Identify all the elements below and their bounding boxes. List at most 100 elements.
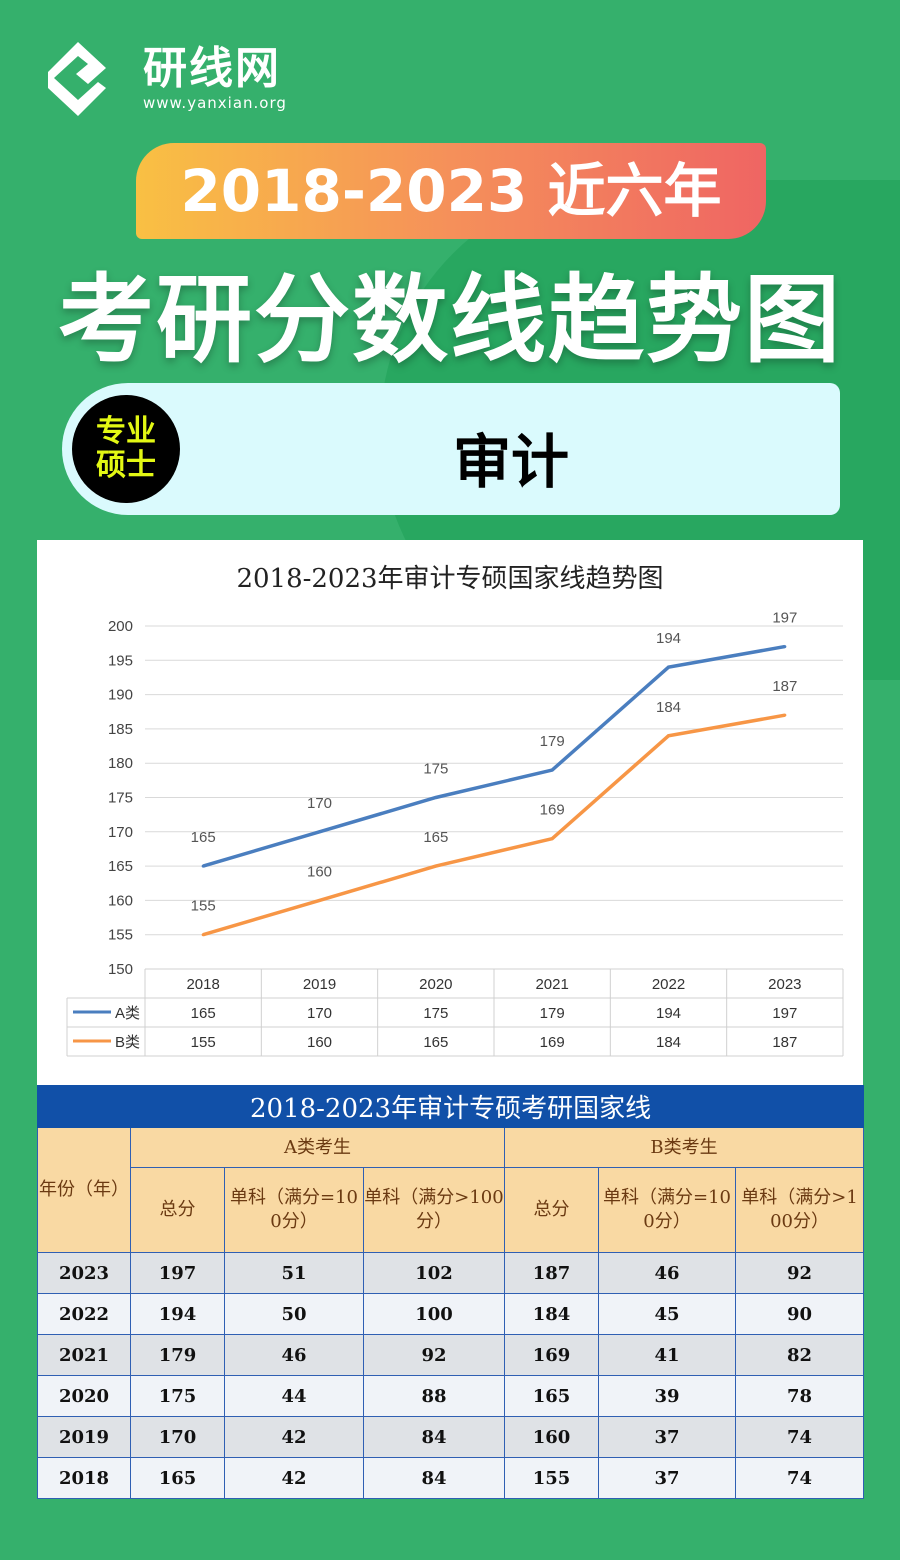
subject-card: 专业 硕士 审计 (62, 383, 840, 515)
score-cell: 78 (734, 1375, 865, 1417)
series-line-b (202, 713, 786, 937)
score-cell: 102 (363, 1252, 505, 1294)
score-cell: 184 (504, 1293, 599, 1335)
y-tick-label: 160 (108, 892, 133, 909)
score-cell: 41 (598, 1334, 736, 1376)
score-cell: 37 (598, 1416, 736, 1458)
data-label: 184 (656, 699, 681, 716)
badge-line-2: 硕士 (96, 448, 156, 483)
brand-url: www.yanxian.org (143, 94, 287, 112)
score-cell: 92 (363, 1334, 505, 1376)
table-row: 2021 179 46 92 169 41 82 (37, 1334, 865, 1376)
score-cell: 42 (224, 1416, 364, 1458)
subject-name: 审计 (452, 428, 569, 496)
y-tick-label: 190 (108, 687, 133, 704)
data-point (434, 796, 438, 799)
x-tick-label: 2023 (768, 976, 801, 993)
x-tick-label: 2021 (535, 976, 568, 993)
score-cell: 82 (734, 1334, 865, 1376)
score-cell: 169 (504, 1334, 599, 1376)
data-label: 194 (656, 630, 681, 647)
sub-header: 单科（满分>100分） (363, 1167, 505, 1253)
data-point (783, 645, 787, 649)
data-table-value: 165 (191, 1005, 216, 1022)
score-cell: 197 (130, 1252, 225, 1294)
y-tick-label: 200 (108, 618, 133, 635)
score-cell: 84 (363, 1457, 505, 1499)
data-table-value: 187 (772, 1034, 797, 1051)
y-tick-label: 165 (108, 858, 133, 875)
y-tick-label: 195 (108, 652, 133, 669)
y-tick-label: 180 (108, 755, 133, 772)
data-table-value: 184 (656, 1034, 681, 1051)
score-cell: 74 (734, 1416, 865, 1458)
data-table-value: 197 (772, 1005, 797, 1022)
score-cell: 45 (598, 1293, 736, 1335)
data-label: 179 (540, 733, 565, 750)
score-table: 2018-2023年审计专硕考研国家线 年份（年） A类考生 B类考生 总分 单科… (36, 1085, 865, 1499)
data-table-value: 170 (307, 1005, 332, 1022)
data-table-value: 165 (423, 1034, 448, 1051)
year-cell: 2021 (37, 1334, 131, 1376)
data-table-value: 160 (307, 1034, 332, 1051)
group-b-header: B类考生 (503, 1127, 865, 1168)
legend-label: A类 (115, 1005, 140, 1022)
y-tick-label: 150 (108, 961, 133, 978)
x-tick-label: 2022 (652, 976, 685, 993)
table-row: 2022 194 50 100 184 45 90 (37, 1293, 865, 1335)
score-cell: 187 (504, 1252, 599, 1294)
score-cell: 179 (130, 1334, 225, 1376)
score-cell: 165 (504, 1375, 599, 1417)
trend-chart: 2018-2023年审计专硕国家线趋势图 150 155 160 165 170 175 1… (37, 540, 863, 1085)
chart-title: 2018-2023年审计专硕国家线趋势图 (236, 564, 664, 594)
year-header: 年份（年） (37, 1127, 131, 1253)
data-table-value: 169 (540, 1034, 565, 1051)
data-label: 160 (307, 863, 332, 880)
score-cell: 92 (734, 1252, 865, 1294)
data-label: 175 (423, 761, 448, 778)
score-cell: 46 (598, 1252, 736, 1294)
score-cell: 74 (734, 1457, 865, 1499)
y-tick-label: 155 (108, 927, 133, 944)
logo-icon (48, 42, 106, 116)
table-title: 2018-2023年审计专硕考研国家线 (36, 1085, 865, 1128)
score-cell: 165 (130, 1457, 225, 1499)
year-range-banner: 2018-2023 近六年 (136, 143, 766, 239)
sub-header: 单科（满分=100分） (224, 1167, 364, 1253)
chart-svg: 150 155 160 165 170 175 180 185 190 195 200 2018 201… (66, 610, 844, 1057)
x-tick-label: 2020 (419, 976, 452, 993)
sub-header: 单科（满分>100分） (734, 1167, 865, 1253)
year-cell: 2022 (37, 1293, 131, 1335)
page-title: 考研分数线趋势图 (58, 264, 842, 376)
year-cell: 2020 (37, 1375, 131, 1417)
data-point (318, 830, 321, 834)
score-cell: 46 (224, 1334, 364, 1376)
score-cell: 88 (363, 1375, 505, 1417)
year-cell: 2018 (37, 1457, 131, 1499)
y-tick-label: 170 (108, 824, 133, 841)
x-tick-label: 2018 (186, 976, 219, 993)
table-row: 2018 165 42 84 155 37 74 (37, 1457, 865, 1499)
data-label: 197 (772, 610, 797, 627)
score-cell: 90 (734, 1293, 865, 1335)
series-line-a (202, 644, 786, 868)
year-cell: 2019 (37, 1416, 131, 1458)
score-cell: 39 (598, 1375, 736, 1417)
table-row: 2019 170 42 84 160 37 74 (37, 1416, 865, 1458)
year-cell: 2023 (37, 1252, 131, 1294)
data-table-value: 155 (191, 1034, 216, 1051)
sub-header: 总分 (130, 1167, 225, 1253)
score-cell: 44 (224, 1375, 364, 1417)
data-label: 165 (191, 829, 216, 846)
degree-badge: 专业 硕士 (72, 395, 180, 503)
score-cell: 170 (130, 1416, 225, 1458)
data-label: 155 (191, 898, 216, 915)
table-row: 2023 197 51 102 187 46 92 (37, 1252, 865, 1294)
score-cell: 194 (130, 1293, 225, 1335)
y-tick-label: 185 (108, 721, 133, 738)
data-point (550, 768, 554, 772)
data-point (201, 864, 205, 868)
score-cell: 100 (363, 1293, 505, 1335)
group-a-header: A类考生 (130, 1127, 505, 1168)
data-label: 187 (772, 678, 797, 695)
